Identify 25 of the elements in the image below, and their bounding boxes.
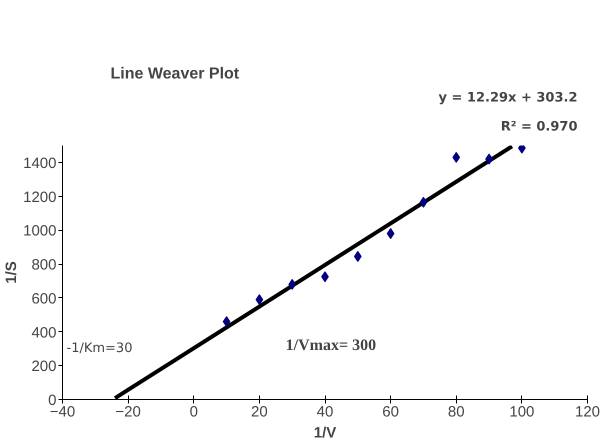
y-tick-label: 600	[31, 290, 57, 308]
y-tick-label: 1400	[23, 154, 57, 172]
annotation: -1/Km=30	[66, 341, 132, 356]
y-tick-label: 400	[31, 324, 57, 342]
chart-title: Line Weaver Plot	[110, 66, 240, 82]
point	[452, 152, 460, 163]
x-tick-label: 100	[509, 404, 534, 420]
x-axis-title: 1/V	[314, 424, 336, 442]
y-tick-label: 800	[31, 256, 57, 274]
point	[288, 278, 296, 290]
x-tick-label: −20	[115, 404, 141, 420]
text: R² = 0.970	[500, 120, 578, 134]
x-tick-label: 120	[574, 404, 600, 420]
text: y = 12.29x + 303.2	[438, 90, 578, 106]
annotation: 1/Vmax= 300	[286, 336, 376, 354]
x-tick-label: 0	[190, 404, 198, 420]
y-axis-title: 1/S	[3, 261, 20, 284]
x-tick-label: 20	[251, 404, 268, 420]
y-tick-label: 1200	[23, 188, 57, 206]
x-tick-label: 60	[382, 404, 399, 420]
y-tick-label: 1000	[23, 222, 57, 240]
x-tick-label: 40	[316, 404, 334, 420]
y-tick-label: 200	[31, 358, 57, 376]
point	[354, 250, 362, 262]
x-tick-label: 80	[448, 404, 465, 420]
